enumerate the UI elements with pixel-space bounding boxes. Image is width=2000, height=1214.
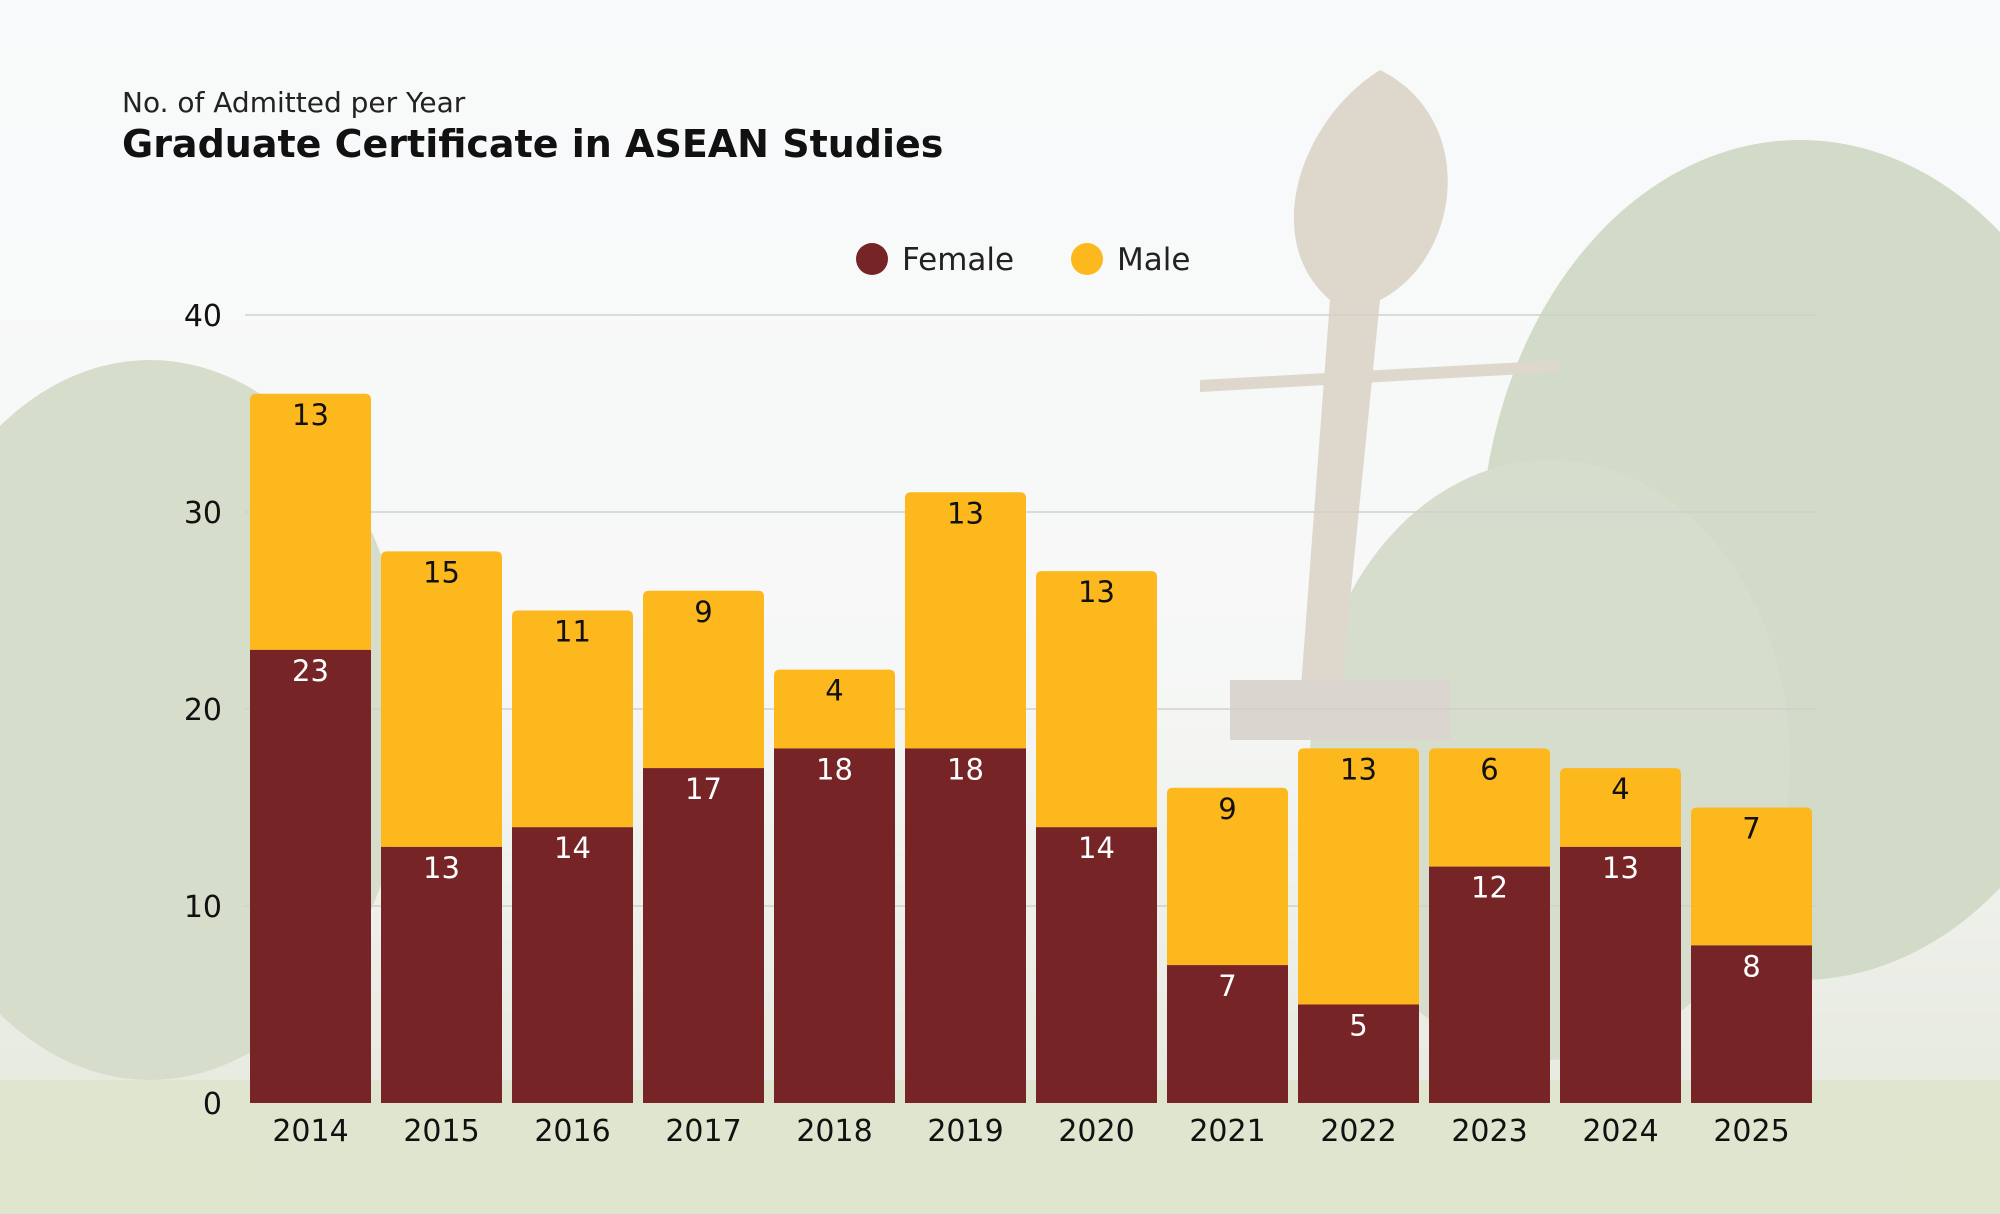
x-tick-label: 2016 [534,1114,610,1149]
data-label-female: 17 [685,772,722,806]
bar-male[interactable] [1298,748,1419,1005]
y-axis-ticks: 0 10 20 30 40 [184,299,222,1122]
bar-male[interactable] [1429,748,1550,867]
bar-male[interactable] [774,669,895,749]
data-label-male: 11 [554,615,591,649]
bar-male[interactable] [381,551,502,847]
data-label-male: 13 [292,398,329,432]
data-label-female: 7 [1218,969,1236,1003]
data-label-male: 7 [1742,812,1760,846]
data-label-male: 4 [825,674,843,708]
y-tick-label: 40 [184,299,222,334]
data-label-female: 18 [947,752,984,786]
x-tick-label: 2022 [1320,1114,1396,1149]
data-label-female: 13 [1602,851,1639,885]
x-tick-label: 2024 [1582,1114,1658,1149]
x-tick-label: 2021 [1189,1114,1265,1149]
bar-female[interactable] [1298,1004,1419,1104]
chart-title: Graduate Certificate in ASEAN Studies [122,122,944,166]
y-tick-label: 10 [184,890,222,925]
bar-male[interactable] [643,590,764,769]
data-label-male: 13 [1078,575,1115,609]
bar-male[interactable] [1167,787,1288,966]
x-tick-label: 2014 [272,1114,348,1149]
legend-female-swatch [856,243,888,275]
legend[interactable]: Female Male [856,242,1190,278]
data-label-female: 14 [554,831,591,865]
x-tick-label: 2019 [927,1114,1003,1149]
bar-male[interactable] [1036,571,1157,828]
data-label-male: 6 [1480,752,1498,786]
x-tick-label: 2018 [796,1114,872,1149]
data-label-male: 9 [694,595,712,629]
bar-male[interactable] [250,393,371,650]
data-label-female: 8 [1742,949,1760,983]
data-label-female: 13 [423,851,460,885]
data-label-male: 15 [423,555,460,589]
y-tick-label: 20 [184,693,222,728]
x-tick-label: 2015 [403,1114,479,1149]
y-tick-label: 0 [203,1087,222,1122]
bar-female[interactable] [381,846,502,1103]
bar-female[interactable] [1429,866,1550,1103]
bar-female[interactable] [1036,827,1157,1103]
bar-male[interactable] [1691,807,1812,946]
y-tick-label: 30 [184,496,222,531]
legend-male-swatch [1071,243,1103,275]
x-tick-label: 2020 [1058,1114,1134,1149]
data-label-male: 9 [1218,792,1236,826]
data-label-female: 23 [292,654,329,688]
x-tick-label: 2025 [1713,1114,1789,1149]
legend-male-label: Male [1117,242,1190,278]
data-label-male: 4 [1611,772,1629,806]
bar-female[interactable] [1167,965,1288,1103]
bar-male[interactable] [512,610,633,828]
bar-male[interactable] [1560,768,1681,847]
bar-female[interactable] [1691,945,1812,1103]
data-label-male: 13 [947,496,984,530]
x-tick-label: 2017 [665,1114,741,1149]
bar-female[interactable] [512,827,633,1103]
data-label-male: 13 [1340,752,1377,786]
x-axis-ticks: 2014 2015 2016 2017 2018 2019 2020 2021 2022 2023… [272,1114,1789,1149]
legend-female-label: Female [902,242,1014,278]
chart-subtitle: No. of Admitted per Year [122,86,466,119]
data-label-female: 5 [1349,1009,1367,1043]
gridlines [245,314,1817,907]
bar-female[interactable] [643,768,764,1103]
bar-female[interactable] [774,748,895,1103]
x-tick-label: 2023 [1451,1114,1527,1149]
data-label-female: 18 [816,752,853,786]
bar-female[interactable] [250,649,371,1103]
bars: 13 23 15 13 11 14 9 17 4 18 13 18 13 14 9 7 13 5 6 12 4 13 7 8 [250,393,1812,1104]
bar-female[interactable] [1560,846,1681,1103]
bar-female[interactable] [905,748,1026,1103]
bar-male[interactable] [905,492,1026,749]
data-label-female: 14 [1078,831,1115,865]
data-label-female: 12 [1471,871,1508,905]
